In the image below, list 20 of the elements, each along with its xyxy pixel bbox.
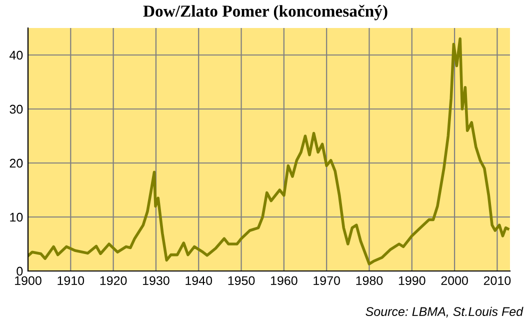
- source-note: Source: LBMA, St.Louis Fed: [366, 306, 524, 318]
- y-tick-label: 40: [10, 50, 23, 60]
- x-tick-label: 1930: [143, 276, 170, 286]
- y-tick-label: 10: [10, 212, 23, 222]
- x-tick-label: 1950: [228, 276, 255, 286]
- y-tick-label: 30: [10, 104, 23, 114]
- y-tick-label: 20: [10, 158, 23, 168]
- x-tick-label: 1970: [314, 276, 340, 286]
- x-tick-label: 1960: [270, 276, 298, 286]
- y-tick-label: 0: [16, 266, 23, 276]
- x-tick-label: 1990: [398, 276, 426, 286]
- x-tick-label: 2010: [484, 276, 511, 286]
- x-tick-label: 1940: [186, 276, 212, 286]
- line-series: [28, 37, 510, 266]
- x-tick-label: 1910: [58, 276, 84, 286]
- x-tick-label: 1900: [15, 276, 42, 286]
- x-tick-label: 2000: [441, 276, 468, 286]
- x-tick-label: 1920: [100, 276, 127, 286]
- x-tick-label: 1980: [356, 276, 383, 286]
- chart-title: Dow/Zlato Pomer (koncomesačný): [143, 4, 388, 20]
